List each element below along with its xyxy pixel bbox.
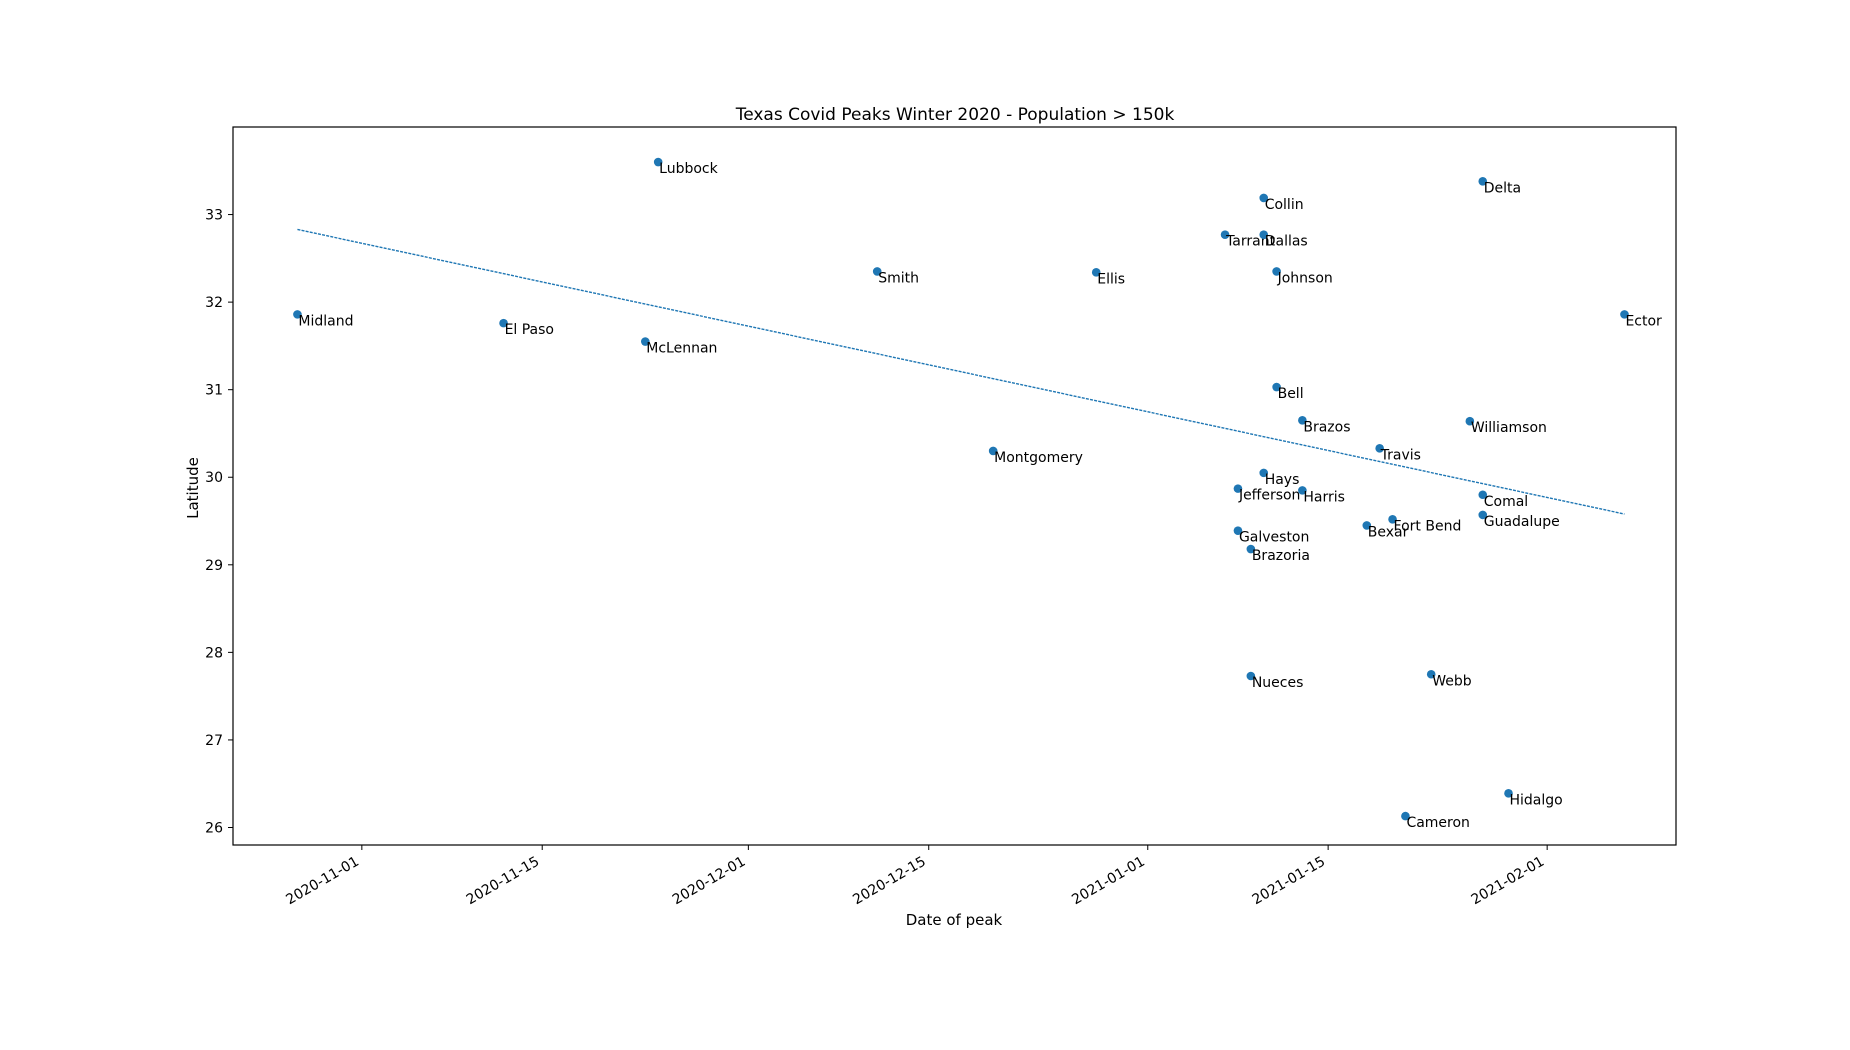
data-point (1465, 416, 1475, 426)
point-label: Travis (1380, 447, 1421, 463)
point-label: Webb (1432, 673, 1472, 689)
point-label: Jefferson (1238, 488, 1301, 504)
point-label: McLennan (646, 341, 717, 357)
point-label: Guadalupe (1484, 514, 1560, 530)
data-point (1478, 490, 1488, 500)
point-label: Ellis (1097, 271, 1125, 287)
y-tick-label: 30 (205, 470, 223, 486)
data-point (988, 446, 998, 456)
y-tick-label: 29 (205, 558, 223, 574)
data-point (1401, 811, 1410, 821)
point-label: Bell (1278, 386, 1304, 402)
data-point (1091, 268, 1101, 277)
plot-area: Midland El Paso McLennan Lubbock Smith Montgo… (293, 157, 1662, 831)
point-label: Galveston (1239, 530, 1309, 546)
y-tick-label: 28 (205, 645, 223, 661)
data-point (653, 157, 663, 167)
point-label: Williamson (1471, 420, 1547, 436)
point-label: Harris (1303, 489, 1345, 505)
data-point (1478, 176, 1488, 186)
point-label: Brazos (1303, 419, 1350, 435)
point-label: Fort Bend (1394, 518, 1462, 534)
point-label: Montgomery (994, 450, 1083, 466)
point-label: Hidalgo (1510, 792, 1563, 808)
data-point (1272, 382, 1281, 392)
data-point (1375, 444, 1384, 453)
point-label: Collin (1265, 197, 1304, 213)
point-label: Comal (1484, 494, 1528, 510)
point-label: Johnson (1277, 270, 1333, 286)
point-label: Dallas (1265, 234, 1308, 250)
point-label: Brazoria (1252, 548, 1310, 564)
data-point (1246, 544, 1256, 554)
trend-line (297, 228, 1625, 515)
data-point (1233, 484, 1243, 493)
axes-frame (232, 126, 1677, 846)
data-point (1259, 230, 1269, 239)
data-point (1478, 510, 1488, 520)
point-label: Smith (878, 270, 919, 286)
point-label: Nueces (1252, 675, 1304, 691)
chart-title: Texas Covid Peaks Winter 2020 - Populati… (735, 105, 1175, 125)
point-label: Cameron (1406, 815, 1470, 831)
y-axis-label: Latitude (184, 457, 202, 519)
point-label: Ector (1625, 313, 1662, 329)
data-point (1246, 671, 1256, 681)
data-point (293, 310, 302, 319)
data-point (1362, 521, 1372, 530)
data-point (640, 337, 650, 346)
y-tick-label: 31 (205, 383, 223, 399)
data-point (1233, 526, 1243, 535)
point-label: Hays (1265, 472, 1300, 488)
data-point (499, 318, 508, 328)
x-axis-label: Date of peak (906, 911, 1003, 929)
point-label: Bexar (1368, 524, 1409, 540)
data-point (1388, 514, 1397, 524)
data-point (1504, 789, 1513, 798)
data-point (1272, 267, 1281, 276)
data-point (1298, 486, 1307, 495)
point-label: Midland (298, 313, 353, 329)
y-tick-label: 27 (205, 733, 223, 749)
data-point (872, 267, 882, 276)
point-label: Lubbock (659, 161, 718, 177)
y-tick-label: 26 (205, 820, 223, 836)
data-point (1259, 193, 1269, 203)
y-tick-label: 33 (205, 208, 223, 224)
point-label: El Paso (505, 322, 554, 338)
data-point (1259, 468, 1269, 478)
data-point (1620, 310, 1629, 319)
point-label: Delta (1484, 180, 1521, 196)
data-point (1220, 230, 1230, 239)
data-point (1298, 416, 1307, 425)
y-tick-label: 32 (205, 295, 223, 311)
data-point (1426, 669, 1436, 679)
y-axis: 26 27 28 29 30 31 32 33 (205, 208, 233, 836)
